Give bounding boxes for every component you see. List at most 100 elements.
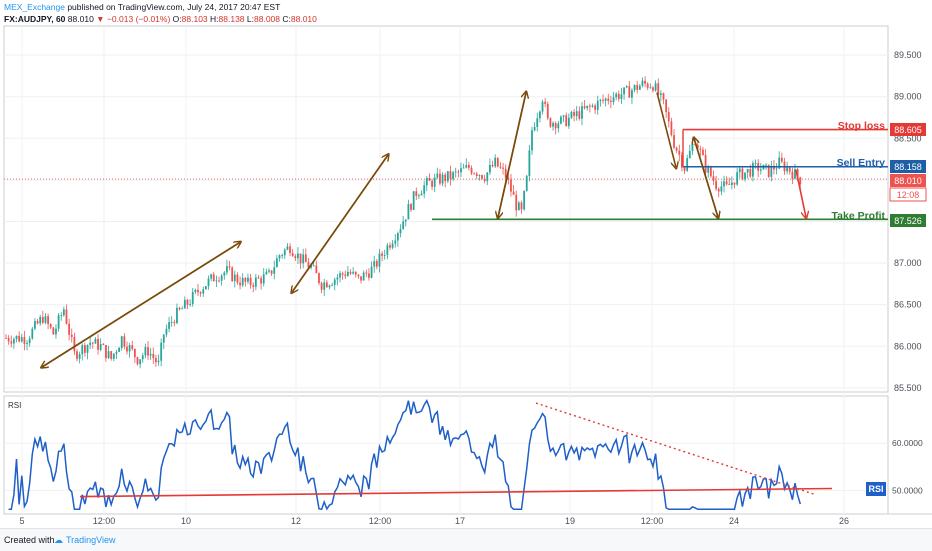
candle-body: [536, 118, 539, 128]
candle-body: [344, 274, 347, 277]
candle-body: [144, 347, 147, 356]
candle-body: [220, 275, 223, 281]
candle-body: [610, 100, 612, 103]
candle-body: [478, 175, 481, 176]
candle-body: [786, 167, 789, 172]
candle-body: [625, 86, 628, 88]
candle-body: [170, 322, 173, 323]
candle-body: [573, 111, 575, 116]
candle-body: [341, 273, 344, 275]
candle-body: [512, 191, 515, 195]
candle-body: [89, 342, 92, 345]
candle-body: [465, 164, 468, 168]
candle-body: [791, 171, 794, 179]
candle-body: [620, 94, 623, 99]
candle-body: [136, 357, 139, 365]
candle-body: [583, 106, 586, 109]
candle-body: [520, 202, 523, 210]
candle-body: [523, 190, 526, 210]
candle-body: [20, 337, 23, 342]
rsi-tick-label: 60.0000: [892, 438, 923, 448]
candle-body: [107, 351, 110, 359]
candle-body: [404, 219, 407, 222]
candle-body: [489, 164, 491, 173]
countdown-badge-text: 12:08: [897, 190, 920, 200]
candle-body: [191, 291, 194, 305]
candle-body: [5, 337, 7, 339]
candle-body: [257, 277, 260, 279]
candle-body: [633, 84, 636, 91]
candle-body: [168, 322, 170, 329]
candle-body: [307, 262, 310, 268]
rsi-resistance-trendline: [535, 402, 815, 495]
candle-body: [575, 111, 578, 116]
trend-arrow: [292, 154, 389, 292]
price-change: −0.013 (−0.01%): [106, 14, 171, 24]
candle-body: [439, 173, 441, 184]
candle-body: [775, 168, 778, 170]
candle-body: [34, 321, 36, 329]
change-down-icon: ▼: [96, 14, 105, 24]
candlestick-series: [5, 76, 802, 369]
annotations: [42, 93, 888, 368]
candle-body: [607, 98, 610, 101]
candle-body: [588, 105, 591, 107]
candle-body: [596, 100, 599, 110]
candle-body: [531, 130, 533, 151]
candle-body: [591, 105, 594, 107]
countdown-badge: [889, 187, 927, 202]
candle-body: [780, 157, 783, 162]
candle-body: [412, 191, 415, 210]
price-tick-label: 86.000: [894, 341, 922, 351]
take-profit-badge: [890, 214, 926, 227]
chart-canvas[interactable]: 89.50089.00088.50088.00087.50087.00086.5…: [0, 0, 932, 528]
candle-body: [204, 286, 207, 290]
candle-body: [615, 93, 618, 98]
candle-body: [86, 344, 89, 353]
candle-body: [278, 255, 281, 259]
candle-body: [749, 168, 752, 177]
candle-body: [162, 334, 165, 343]
candle-body: [744, 172, 746, 180]
candle-body: [283, 249, 286, 256]
candle-body: [686, 158, 689, 171]
candle-body: [23, 337, 26, 344]
footer: Created with ☁ TradingView: [0, 528, 932, 551]
candle-body: [486, 172, 489, 182]
candle-body: [331, 284, 334, 286]
candle-body: [504, 168, 507, 178]
candle-body: [581, 106, 583, 119]
candle-body: [431, 180, 433, 187]
candle-body: [336, 277, 339, 280]
time-tick-label: 12: [291, 516, 301, 526]
rsi-series: [8, 399, 833, 511]
candle-body: [481, 175, 483, 179]
candle-body: [165, 328, 168, 335]
trend-arrow: [42, 241, 241, 367]
candle-body: [433, 177, 436, 187]
candle-body: [628, 86, 631, 98]
candle-body: [202, 289, 205, 294]
symbol-line: FX:AUDJPY, 60 88.010 ▼ −0.013 (−0.01%) O…: [4, 14, 317, 24]
tradingview-brand[interactable]: TradingView: [66, 535, 116, 545]
candle-body: [415, 191, 418, 197]
stop-loss-label: Stop loss: [838, 120, 885, 132]
candle-body: [599, 99, 602, 101]
candle-body: [773, 165, 775, 170]
candle-body: [94, 338, 97, 344]
candle-body: [638, 85, 641, 90]
candle-body: [315, 265, 318, 274]
candle-body: [399, 229, 402, 234]
candle-body: [425, 178, 428, 186]
candle-body: [310, 265, 312, 268]
candle-body: [794, 169, 796, 179]
candle-body: [81, 345, 84, 355]
publisher-link[interactable]: MEX_Exchange: [4, 2, 65, 12]
sell-entry-badge: [890, 160, 926, 173]
candle-body: [752, 163, 754, 177]
candle-body: [665, 99, 668, 113]
candle-body: [544, 101, 547, 104]
candle-body: [7, 338, 10, 342]
open-value: 88.103: [181, 14, 208, 24]
candle-body: [373, 261, 376, 267]
